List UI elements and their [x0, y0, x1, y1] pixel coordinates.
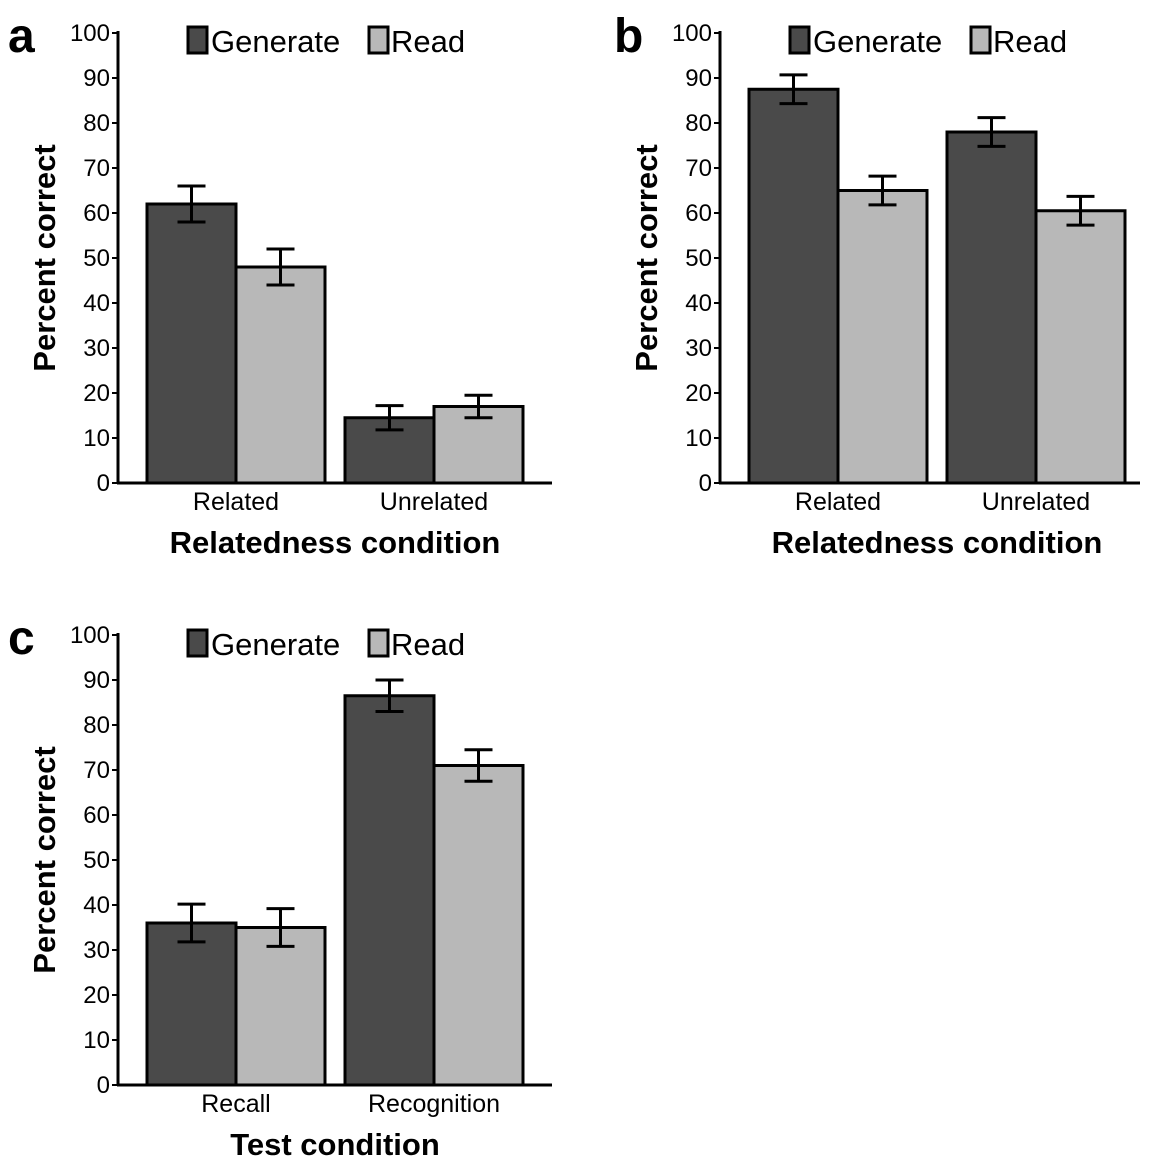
bar-generate-unrelated: [945, 130, 1038, 485]
y-tick-label: 70: [83, 757, 110, 784]
x-category-label: Unrelated: [982, 488, 1090, 516]
legend-swatch-generate: [788, 25, 811, 55]
panel-letter: a: [8, 10, 35, 63]
y-tick-label: 100: [672, 20, 712, 47]
bar-read-unrelated: [1034, 209, 1127, 485]
bar-read-related: [836, 189, 929, 485]
error-bar: [464, 393, 493, 420]
x-category-label: Unrelated: [380, 488, 488, 516]
error-bar: [375, 404, 404, 432]
legend: Generate Read: [186, 627, 465, 662]
bar-read-recall: [234, 926, 327, 1087]
bar-read-recognition: [432, 764, 525, 1087]
y-tick-label: 100: [70, 622, 110, 649]
legend-label-read: Read: [993, 24, 1067, 59]
chart-panel-a: a 0 10 20 30 40 50 60 70 80 90 100 Related Unrelated R…: [8, 10, 552, 560]
legend-swatch-generate: [186, 628, 209, 658]
chart-panel-c: c 0 10 20 30 40 50 60 70 80 90 100 Recall Recognition…: [8, 612, 552, 1161]
legend: Generate Read: [788, 24, 1067, 59]
error-bar: [868, 174, 897, 207]
x-axis-label: Test condition: [230, 1127, 440, 1161]
y-tick-label: 0: [699, 470, 712, 497]
y-tick-label: 40: [83, 290, 110, 317]
x-category-label: Related: [193, 488, 279, 516]
y-tick-label: 70: [83, 155, 110, 182]
legend-swatch-read: [367, 628, 390, 658]
y-tick-label: 90: [83, 65, 110, 92]
legend-label-generate: Generate: [813, 24, 942, 59]
bar-generate-related: [145, 202, 238, 485]
x-axis-label: Relatedness condition: [772, 525, 1103, 560]
y-tick-label: 80: [83, 110, 110, 137]
y-tick-label: 50: [685, 245, 712, 272]
y-tick-label: 10: [83, 425, 110, 452]
y-tick-label: 70: [685, 155, 712, 182]
y-tick-label: 60: [685, 200, 712, 227]
y-tick-label: 30: [685, 335, 712, 362]
y-tick-label: 60: [83, 200, 110, 227]
y-tick-label: 50: [83, 847, 110, 874]
y-tick-label: 0: [97, 1072, 110, 1099]
legend-swatch-read: [969, 25, 992, 55]
error-bar: [177, 902, 206, 944]
bar-generate-recognition: [343, 694, 436, 1087]
y-axis-label: Percent correct: [629, 144, 664, 371]
y-tick-label: 100: [70, 20, 110, 47]
x-axis-label: Relatedness condition: [170, 525, 501, 560]
error-bar: [977, 116, 1006, 148]
error-bar: [177, 184, 206, 224]
legend-label-generate: Generate: [211, 24, 340, 59]
y-tick-label: 10: [83, 1027, 110, 1054]
y-axis-label: Percent correct: [27, 144, 62, 371]
y-tick-label: 40: [685, 290, 712, 317]
chart-panel-b: b 0 10 20 30 40 50 60 70 80 90 100 Related Unrelated R…: [614, 10, 1140, 560]
error-bar: [779, 73, 808, 106]
x-category-label: Related: [795, 488, 881, 516]
legend-label-read: Read: [391, 24, 465, 59]
bar-read-related: [234, 265, 327, 485]
y-tick-label: 20: [83, 380, 110, 407]
bar-generate-related: [747, 87, 840, 485]
legend-swatch-read: [367, 25, 390, 55]
y-tick-label: 80: [83, 712, 110, 739]
legend-swatch-generate: [186, 25, 209, 55]
y-tick-label: 20: [83, 982, 110, 1009]
y-tick-label: 30: [83, 335, 110, 362]
y-axis-label: Percent correct: [27, 746, 62, 973]
error-bar: [266, 247, 295, 287]
y-tick-label: 0: [97, 470, 110, 497]
x-category-label: Recognition: [368, 1090, 500, 1118]
error-bar: [1066, 194, 1095, 227]
x-category-label: Recall: [201, 1090, 270, 1118]
y-tick-label: 40: [83, 892, 110, 919]
panel-letter: c: [8, 612, 35, 665]
y-tick-label: 90: [685, 65, 712, 92]
y-tick-label: 10: [685, 425, 712, 452]
bar-generate-recall: [145, 921, 238, 1087]
y-tick-label: 30: [83, 937, 110, 964]
error-bar: [464, 748, 493, 783]
error-bar: [266, 907, 295, 948]
y-tick-label: 90: [83, 667, 110, 694]
y-tick-label: 50: [83, 245, 110, 272]
y-tick-label: 80: [685, 110, 712, 137]
y-tick-label: 20: [685, 380, 712, 407]
legend-label-generate: Generate: [211, 627, 340, 662]
legend-label-read: Read: [391, 627, 465, 662]
y-tick-label: 60: [83, 802, 110, 829]
error-bar: [375, 678, 404, 713]
legend: Generate Read: [186, 24, 465, 59]
panel-letter: b: [614, 10, 643, 63]
